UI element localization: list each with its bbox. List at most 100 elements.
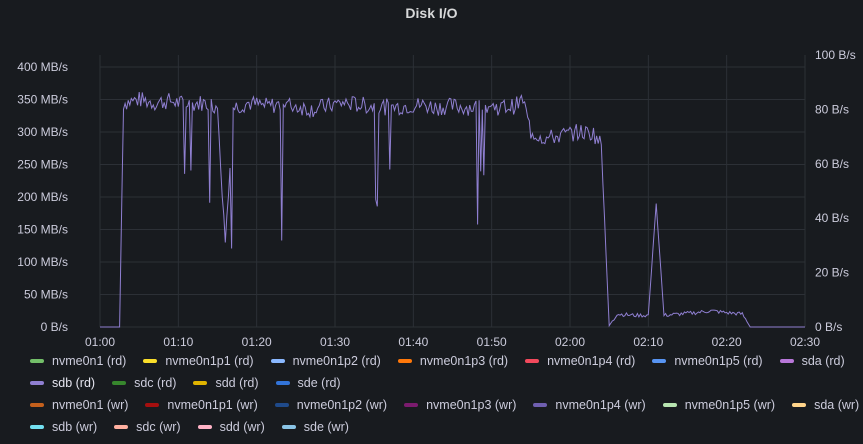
legend-item[interactable]: nvme0n1p3 (rd) [397,354,509,368]
series-line-sdb-rd [100,92,805,328]
legend-item[interactable]: sdb (wr) [30,420,97,434]
legend-item[interactable]: nvme0n1p5 (wr) [662,398,776,412]
legend-label: nvme0n1p2 (rd) [292,354,381,368]
legend-swatch [792,403,807,407]
legend-item[interactable]: sdd (wr) [197,420,265,434]
legend-label: sdb (rd) [52,376,96,390]
legend-label: sda (wr) [814,398,860,412]
x-tick-label: 01:40 [398,335,428,349]
legend-swatch [275,381,290,385]
legend-label: sdc (rd) [134,376,177,390]
legend-label: nvme0n1p4 (rd) [547,354,636,368]
legend-swatch [397,359,412,363]
legend-swatch [143,359,158,363]
legend-item[interactable]: nvme0n1p5 (rd) [652,354,763,368]
legend-swatch [404,403,419,407]
legend-swatch [197,425,212,429]
left-tick-label: 400 MB/s [17,60,68,74]
legend-label: sdc (wr) [136,420,181,434]
right-tick-label: 80 B/s [815,102,849,116]
legend-label: sdb (wr) [52,420,98,434]
legend-item[interactable]: nvme0n1p4 (wr) [533,398,646,412]
right-axis-ticks: 0 B/s 20 B/s 40 B/s 60 B/s 80 B/s 100 B/s [815,48,856,334]
x-axis-ticks: 01:00 01:10 01:20 01:30 01:40 01:50 02:00 02:10… [85,335,820,349]
legend-swatch [145,403,160,407]
legend-item[interactable]: nvme0n1 (wr) [30,398,128,412]
legend-label: nvme0n1 (rd) [52,354,127,368]
legend-item[interactable]: sda (wr) [792,398,859,412]
legend-swatch [779,359,794,363]
chart-legend: nvme0n1 (rd) nvme0n1p1 (rd) nvme0n1p2 (rd)… [30,350,860,438]
disk-io-chart: 0 B/s 50 MB/s 100 MB/s 150 MB/s 200 MB/s 250 … [17,48,856,349]
legend-label: nvme0n1p3 (rd) [419,354,509,368]
legend-label: nvme0n1p1 (rd) [165,354,254,368]
series-layer [100,92,805,328]
legend-label: sda (rd) [801,354,845,368]
panel-title: Disk I/O [405,5,458,21]
x-tick-label: 02:00 [555,335,585,349]
left-tick-label: 50 MB/s [24,288,68,302]
left-tick-label: 150 MB/s [17,223,68,237]
legend-label: sde (wr) [303,420,349,434]
legend-swatch [30,403,44,407]
legend-row: sdb (wr) sdc (wr) sdd (wr) sde (wr) [30,416,860,438]
legend-swatch [30,359,44,363]
legend-item[interactable]: nvme0n1p1 (rd) [143,354,254,368]
x-tick-label: 02:30 [790,335,820,349]
legend-item[interactable]: sdc (rd) [112,376,176,390]
legend-row: sdb (rd) sdc (rd) sdd (rd) sde (rd) [30,372,860,394]
legend-item[interactable]: sda (rd) [779,354,845,368]
left-axis-ticks: 0 B/s 50 MB/s 100 MB/s 150 MB/s 200 MB/s 250 … [17,60,68,334]
legend-swatch [193,381,208,385]
right-tick-label: 60 B/s [815,157,849,171]
legend-label: nvme0n1 (wr) [52,398,129,412]
legend-swatch [30,425,44,429]
left-tick-label: 100 MB/s [17,255,68,269]
legend-swatch [652,359,667,363]
right-tick-label: 0 B/s [815,320,842,334]
legend-item[interactable]: nvme0n1p4 (rd) [525,354,635,368]
legend-label: nvme0n1p2 (wr) [296,398,388,412]
legend-label: nvme0n1p1 (wr) [167,398,258,412]
legend-swatch [662,403,677,407]
legend-swatch [533,403,548,407]
x-tick-label: 02:10 [633,335,663,349]
x-tick-label: 01:20 [242,335,272,349]
legend-label: nvme0n1p4 (wr) [555,398,646,412]
legend-label: nvme0n1p5 (wr) [684,398,776,412]
legend-label: nvme0n1p5 (rd) [674,354,763,368]
legend-row: nvme0n1 (rd) nvme0n1p1 (rd) nvme0n1p2 (rd)… [30,350,860,372]
legend-item[interactable]: nvme0n1p3 (wr) [404,398,516,412]
right-tick-label: 100 B/s [815,48,856,62]
legend-item[interactable]: nvme0n1p2 (wr) [274,398,388,412]
legend-label: sdd (rd) [215,376,259,390]
legend-item[interactable]: sdd (rd) [193,376,259,390]
left-tick-label: 250 MB/s [17,158,68,172]
left-tick-label: 0 B/s [41,320,68,334]
legend-label: sdd (wr) [219,420,265,434]
legend-item[interactable]: nvme0n1p2 (rd) [270,354,381,368]
legend-item[interactable]: sdc (wr) [114,420,181,434]
right-tick-label: 40 B/s [815,211,849,225]
left-tick-label: 350 MB/s [17,93,68,107]
legend-item[interactable]: sdb (rd) [30,376,95,390]
legend-row: nvme0n1 (wr) nvme0n1p1 (wr) nvme0n1p2 (wr)… [30,394,860,416]
legend-swatch [112,381,127,385]
x-tick-label: 01:50 [477,335,507,349]
x-tick-label: 01:10 [163,335,193,349]
legend-item[interactable]: sde (wr) [281,420,349,434]
legend-item[interactable]: sde (rd) [275,376,341,390]
legend-label: sde (rd) [297,376,341,390]
right-tick-label: 20 B/s [815,266,849,280]
legend-item[interactable]: nvme0n1p1 (wr) [145,398,258,412]
x-tick-label: 02:20 [712,335,742,349]
legend-swatch [270,359,285,363]
chart-grid [99,55,806,328]
legend-label: nvme0n1p3 (wr) [426,398,517,412]
legend-swatch [281,425,296,429]
left-tick-label: 300 MB/s [17,125,68,139]
legend-swatch [274,403,289,407]
legend-item[interactable]: nvme0n1 (rd) [30,354,126,368]
left-tick-label: 200 MB/s [17,190,68,204]
x-tick-label: 01:30 [320,335,350,349]
